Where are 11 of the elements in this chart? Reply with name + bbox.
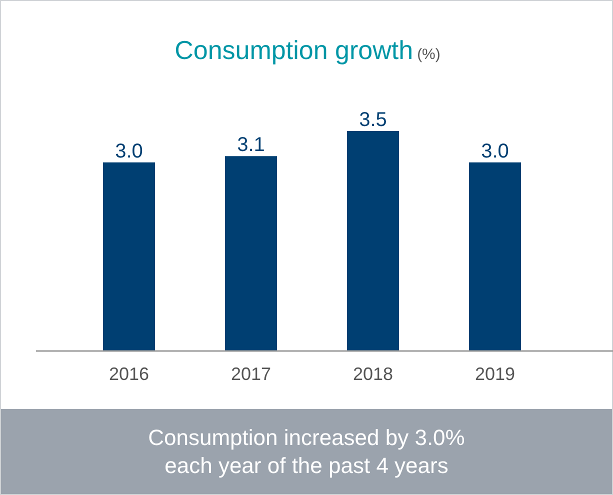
x-tick-label: 2017	[230, 364, 272, 384]
data-label: 3.0	[115, 140, 143, 162]
data-label: 3.0	[481, 140, 509, 162]
x-tick-label: 2019	[474, 364, 516, 384]
x-tick-label: 2016	[108, 364, 150, 384]
chart-title: Consumption growth	[174, 35, 414, 65]
data-label: 3.5	[359, 109, 387, 131]
x-tick-label: 2018	[352, 364, 394, 384]
chart-subtitle: (%)	[417, 46, 440, 63]
text: Consumption increased by 3.0% each year of the past 4 years	[147, 424, 466, 480]
data-label: 3.1	[237, 134, 265, 156]
